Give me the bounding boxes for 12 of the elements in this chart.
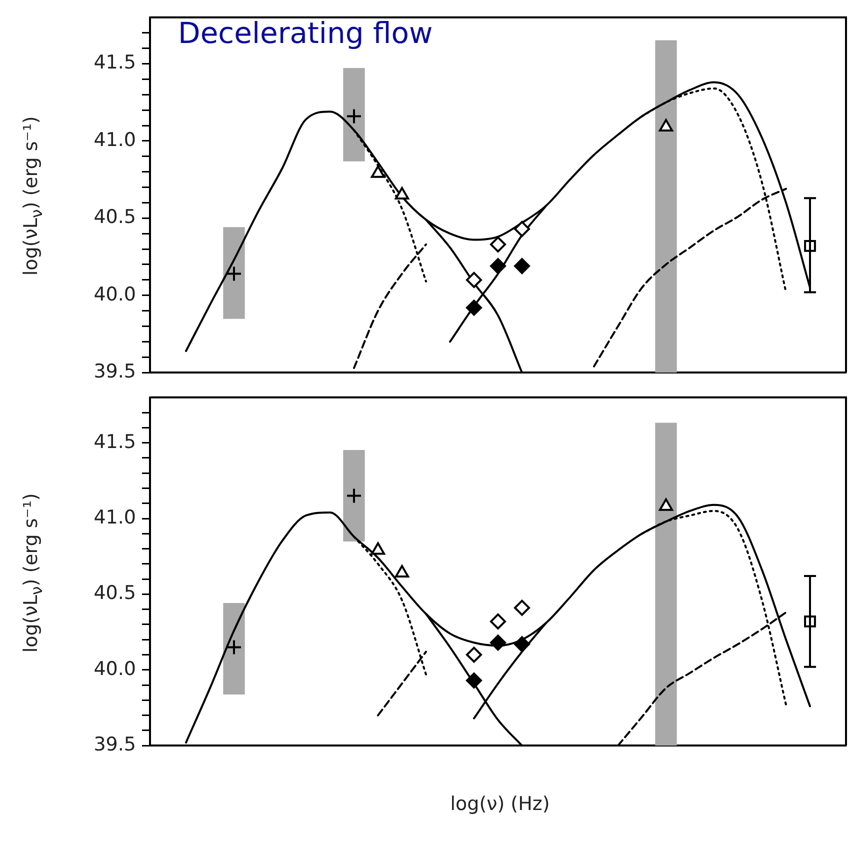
x-axis-title: log(ν) (Hz) xyxy=(449,793,551,815)
y-tick-label: 41.0 xyxy=(94,128,136,151)
y-tick-label: 40.5 xyxy=(94,582,136,604)
y-tick-label: 40.0 xyxy=(94,658,136,680)
y-tick-label: 40.0 xyxy=(94,283,136,306)
y-tick-label: 39.5 xyxy=(94,360,136,383)
y-tick-label: 41.0 xyxy=(94,506,136,528)
chart-title: Decelerating flow xyxy=(178,16,433,50)
y-tick-label: 40.5 xyxy=(94,206,136,228)
y-tick-label: 39.5 xyxy=(94,734,136,756)
y-tick-label: 41.5 xyxy=(94,52,136,74)
y-tick-label: 41.5 xyxy=(94,430,136,453)
